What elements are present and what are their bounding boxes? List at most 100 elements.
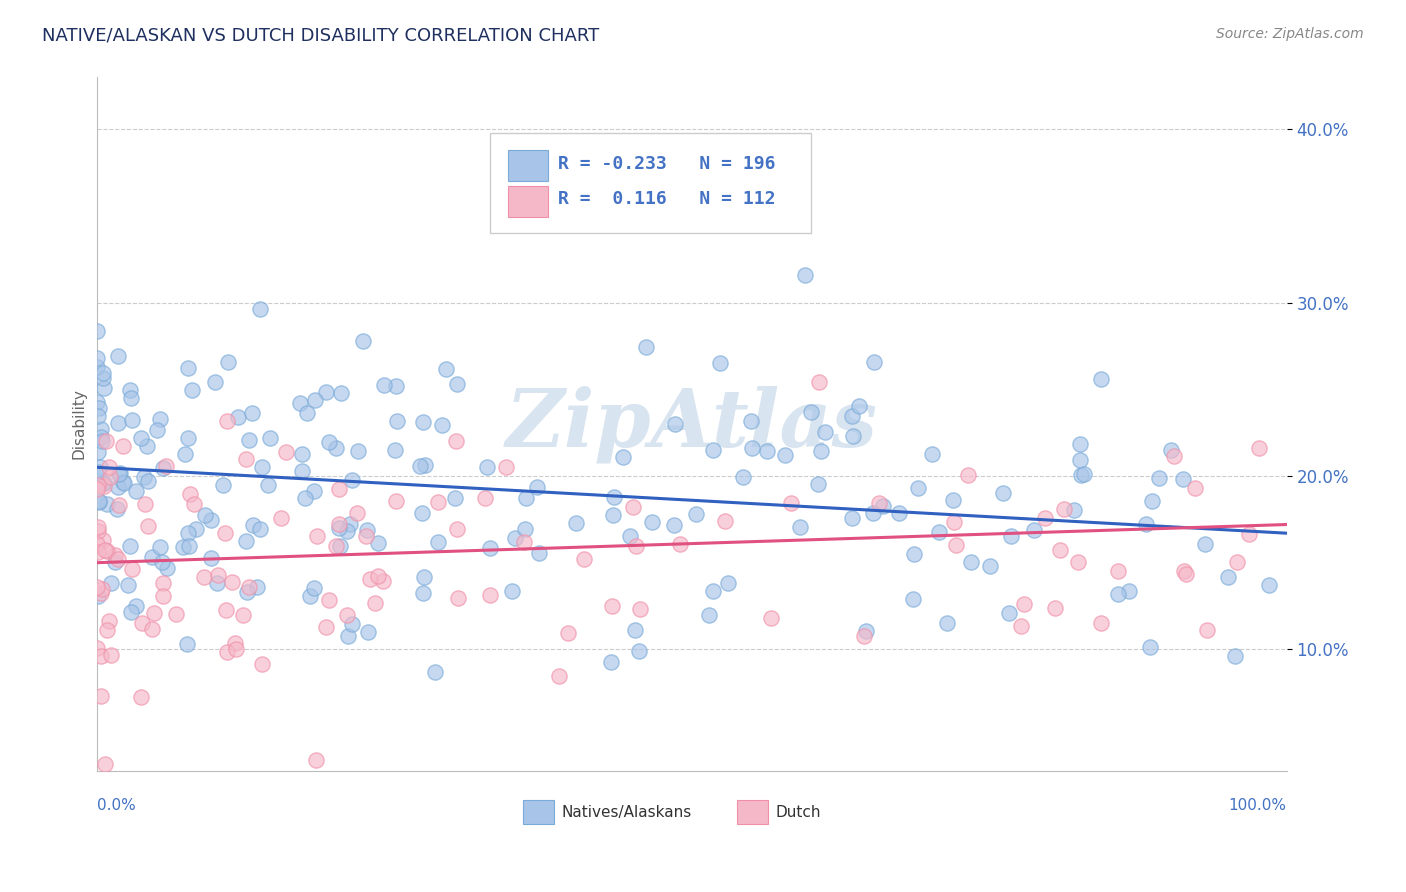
- Point: [810, 444, 832, 458]
- Point: [89, 401, 111, 415]
- Point: [367, 569, 389, 583]
- Point: [1258, 578, 1281, 592]
- Text: 0.0%: 0.0%: [97, 798, 136, 814]
- Point: [112, 439, 135, 453]
- Point: [794, 268, 817, 282]
- Point: [305, 753, 328, 767]
- Point: [862, 506, 884, 520]
- Point: [928, 524, 950, 539]
- Point: [446, 376, 468, 391]
- Point: [100, 648, 122, 662]
- Point: [165, 607, 187, 622]
- Point: [93, 476, 115, 491]
- Point: [193, 569, 215, 583]
- Point: [132, 470, 155, 484]
- Point: [200, 513, 222, 527]
- Point: [1194, 537, 1216, 551]
- Point: [872, 499, 894, 513]
- Point: [1173, 564, 1195, 578]
- Point: [91, 533, 114, 547]
- Text: R =  0.116   N = 112: R = 0.116 N = 112: [558, 190, 775, 208]
- Text: R = -0.233   N = 196: R = -0.233 N = 196: [558, 155, 775, 173]
- Point: [112, 475, 135, 490]
- Point: [942, 493, 965, 508]
- Point: [756, 443, 779, 458]
- Point: [626, 539, 648, 553]
- Point: [685, 508, 707, 522]
- Point: [117, 578, 139, 592]
- Point: [90, 586, 112, 600]
- Point: [87, 478, 110, 492]
- Point: [359, 572, 381, 586]
- Point: [662, 517, 685, 532]
- Point: [1107, 587, 1129, 601]
- Point: [328, 517, 350, 532]
- Point: [1067, 555, 1090, 569]
- Point: [565, 516, 588, 530]
- Point: [713, 514, 735, 528]
- Point: [367, 535, 389, 549]
- Point: [86, 394, 108, 409]
- Point: [1139, 640, 1161, 654]
- Point: [628, 601, 651, 615]
- Point: [107, 416, 129, 430]
- Point: [515, 491, 537, 506]
- Point: [235, 452, 257, 467]
- Point: [315, 620, 337, 634]
- Point: [107, 480, 129, 494]
- Point: [862, 354, 884, 368]
- Point: [733, 470, 755, 484]
- Text: NATIVE/ALASKAN VS DUTCH DISABILITY CORRELATION CHART: NATIVE/ALASKAN VS DUTCH DISABILITY CORRE…: [42, 27, 599, 45]
- Point: [329, 540, 352, 554]
- Point: [1223, 649, 1246, 664]
- Point: [200, 550, 222, 565]
- Point: [1090, 372, 1112, 386]
- Point: [808, 375, 831, 389]
- Point: [104, 555, 127, 569]
- Point: [177, 361, 200, 376]
- FancyBboxPatch shape: [737, 800, 768, 824]
- Point: [336, 608, 359, 623]
- Point: [298, 589, 321, 603]
- Point: [557, 626, 579, 640]
- Point: [889, 506, 911, 520]
- Point: [1000, 529, 1022, 543]
- Point: [447, 591, 470, 605]
- Point: [86, 537, 108, 551]
- Point: [1053, 502, 1076, 516]
- Point: [129, 690, 152, 704]
- Point: [901, 591, 924, 606]
- Point: [628, 644, 651, 658]
- Point: [702, 442, 724, 457]
- Point: [121, 562, 143, 576]
- Point: [291, 464, 314, 478]
- Point: [432, 418, 454, 433]
- Point: [1171, 473, 1194, 487]
- Point: [1014, 598, 1036, 612]
- Point: [624, 623, 647, 637]
- Point: [205, 576, 228, 591]
- Point: [204, 375, 226, 389]
- Point: [413, 458, 436, 472]
- Point: [225, 642, 247, 657]
- Point: [841, 429, 863, 443]
- Point: [512, 535, 534, 549]
- Point: [328, 521, 350, 535]
- Point: [152, 576, 174, 591]
- Point: [194, 508, 217, 523]
- Point: [384, 443, 406, 458]
- Point: [702, 583, 724, 598]
- Point: [515, 522, 537, 536]
- Point: [907, 481, 929, 495]
- Point: [759, 611, 782, 625]
- Point: [1160, 442, 1182, 457]
- Point: [1249, 441, 1271, 455]
- Point: [96, 497, 118, 511]
- Point: [131, 431, 153, 445]
- Point: [942, 516, 965, 530]
- Point: [138, 519, 160, 533]
- Point: [291, 447, 314, 461]
- Point: [270, 511, 292, 525]
- Point: [717, 575, 740, 590]
- Point: [177, 525, 200, 540]
